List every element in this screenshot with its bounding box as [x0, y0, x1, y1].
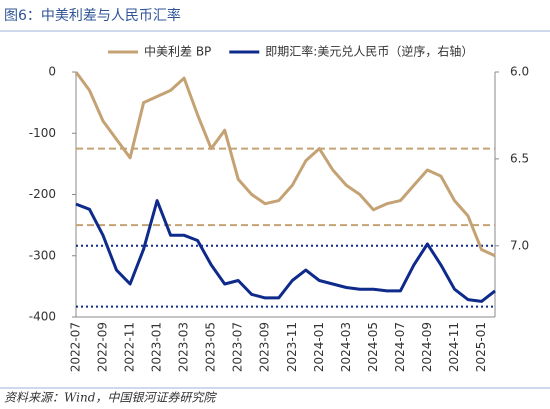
x-tick-label: 2023-01: [150, 322, 164, 372]
x-tick-label: 2023-11: [285, 322, 299, 372]
x-tick-label: 2023-05: [204, 322, 218, 372]
series-line: [75, 199, 496, 303]
y2-tick-label: 6.5: [510, 151, 529, 165]
y-tick-label: -400: [29, 310, 56, 324]
x-tick-label: 2022-11: [123, 322, 137, 372]
x-tick-label: 2024-05: [366, 322, 380, 372]
legend-label: 中美利差 BP: [144, 44, 211, 59]
x-tick-label: 2023-03: [177, 322, 191, 372]
x-tick-label: 2024-09: [420, 322, 434, 372]
x-tick-label: 2023-09: [258, 322, 272, 372]
legend-label: 即期汇率:美元兑人民币（逆序，右轴）: [265, 44, 473, 59]
x-tick-label: 2024-01: [312, 322, 326, 372]
x-tick-label: 2023-07: [231, 322, 245, 372]
x-tick-label: 2024-11: [447, 322, 461, 372]
source: 资料来源：Wind，中国银河证券研究院: [4, 391, 217, 405]
x-tick-label: 2022-09: [96, 322, 110, 372]
y2-tick-label: 6.0: [510, 65, 529, 79]
x-tick-label: 2024-03: [339, 322, 353, 372]
x-tick-label: 2024-07: [393, 322, 407, 372]
y2-tick-label: 7.0: [510, 238, 529, 252]
y-tick-label: -100: [29, 126, 56, 140]
chart-title: 图6：中美利差与人民币汇率: [4, 7, 181, 24]
y-tick-label: -200: [29, 187, 56, 201]
x-tick-label: 2025-01: [474, 322, 488, 372]
series-line: [74, 71, 496, 258]
y-tick-label: 0: [48, 65, 56, 79]
x-tick-label: 2022-07: [69, 322, 83, 372]
y-tick-label: -300: [29, 248, 56, 262]
